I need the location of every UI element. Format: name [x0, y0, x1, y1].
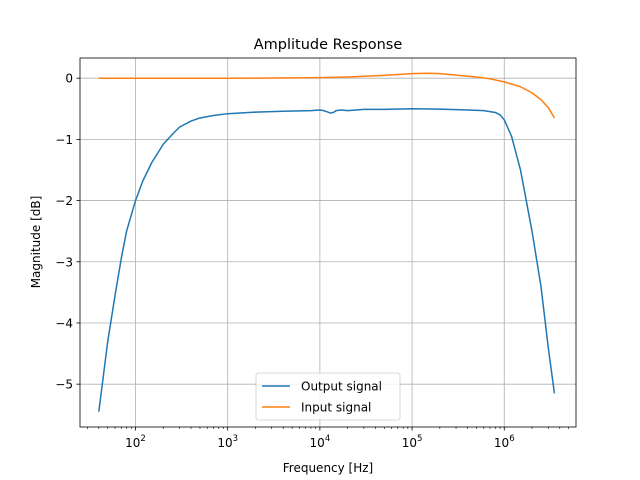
legend-box	[255, 372, 401, 421]
x-tick-label: 102	[125, 434, 146, 450]
x-tick-exponent: 2	[140, 434, 145, 444]
x-tick-base: 10	[217, 436, 232, 450]
x-tick-label: 104	[310, 434, 331, 450]
x-tick-base: 10	[402, 436, 417, 450]
x-tick-base: 10	[494, 436, 509, 450]
y-tick-label: −3	[55, 255, 73, 269]
x-tick-exponent: 4	[325, 434, 330, 444]
x-tick-label: 103	[217, 434, 238, 450]
y-tick-label: −2	[55, 194, 73, 208]
x-tick-base: 10	[310, 436, 325, 450]
x-tick-label: 105	[402, 434, 423, 450]
x-tick-label: 106	[494, 434, 515, 450]
x-tick-exponent: 6	[509, 434, 514, 444]
plot-area	[80, 58, 576, 427]
x-tick-exponent: 3	[233, 434, 238, 444]
y-tick-label: 0	[65, 72, 73, 86]
chart-title: Amplitude Response	[254, 37, 403, 53]
x-tick-exponent: 5	[417, 434, 422, 444]
series-line-output-signal	[98, 108, 556, 412]
legend-label: Output signal	[301, 380, 382, 394]
x-axis-label: Frequency [Hz]	[283, 461, 374, 475]
y-tick-label: −1	[55, 133, 73, 147]
x-axis-ticks: 102 103 104 105 106	[86, 427, 570, 450]
y-tick-label: −4	[55, 316, 73, 330]
y-axis-label: Magnitude [dB]	[29, 196, 43, 289]
series-layer	[98, 72, 556, 412]
legend-label: Input signal	[301, 401, 371, 415]
y-tick-label: −5	[55, 378, 73, 392]
y-axis-ticks: 0 −1 −2 −3 −4 −5	[55, 72, 80, 392]
series-line-input-signal	[98, 72, 556, 119]
x-tick-base: 10	[125, 436, 140, 450]
plot-frame	[79, 57, 577, 428]
legend: Output signal Input signal	[255, 372, 401, 421]
